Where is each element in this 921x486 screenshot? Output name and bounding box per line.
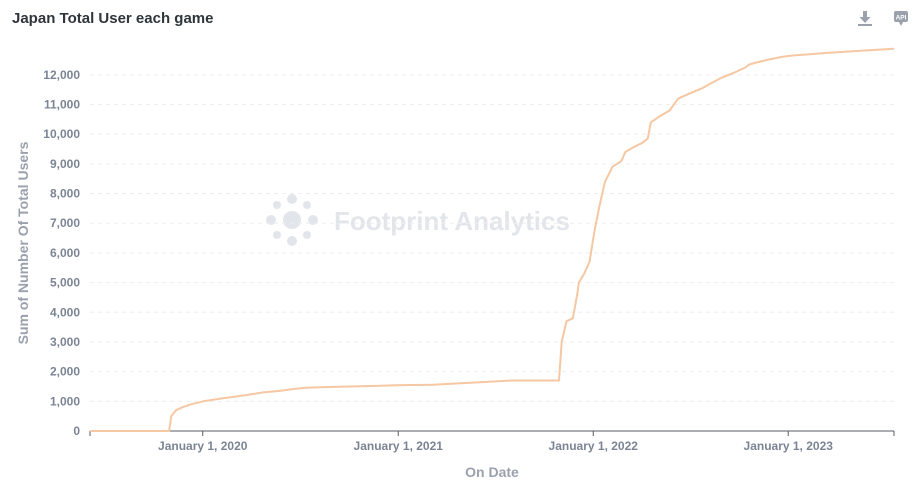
y-tick-label: 12,000: [43, 68, 80, 82]
api-icon: API: [894, 11, 908, 26]
series-line[interactable]: [90, 47, 895, 432]
svg-text:API: API: [896, 15, 907, 22]
y-axis-title: Sum of Number Of Total Users: [15, 141, 31, 344]
y-tick-label: 9,000: [50, 157, 80, 171]
y-tick-label: 4,000: [50, 305, 80, 319]
y-tick-label: 5,000: [50, 276, 80, 290]
y-tick-label: 1,000: [50, 394, 80, 408]
y-tick-label: 8,000: [50, 187, 80, 201]
download-icon: [858, 11, 872, 26]
download-button[interactable]: [855, 8, 875, 28]
x-tick-label: January 1, 2023: [744, 439, 834, 453]
footprint-logo-icon: [266, 194, 318, 246]
watermark: Footprint Analytics: [266, 194, 570, 246]
y-tick-label: 10,000: [43, 127, 80, 141]
y-tick-label: 11,000: [44, 98, 80, 112]
y-tick-label: 2,000: [50, 365, 80, 379]
y-tick-label: 7,000: [50, 216, 80, 230]
api-button[interactable]: API: [891, 8, 911, 28]
x-axis-title: On Date: [465, 464, 519, 480]
y-tick-label: 3,000: [50, 335, 80, 349]
x-tick-label: January 1, 2020: [158, 439, 248, 453]
chart-title: Japan Total User each game: [12, 10, 214, 27]
y-tick-label: 6,000: [50, 246, 80, 260]
x-tick-label: January 1, 2021: [354, 439, 444, 453]
y-tick-label: 0: [73, 424, 80, 438]
watermark-text: Footprint Analytics: [334, 206, 570, 236]
x-tick-label: January 1, 2022: [549, 439, 639, 453]
chart-toolbar: API: [855, 8, 911, 28]
